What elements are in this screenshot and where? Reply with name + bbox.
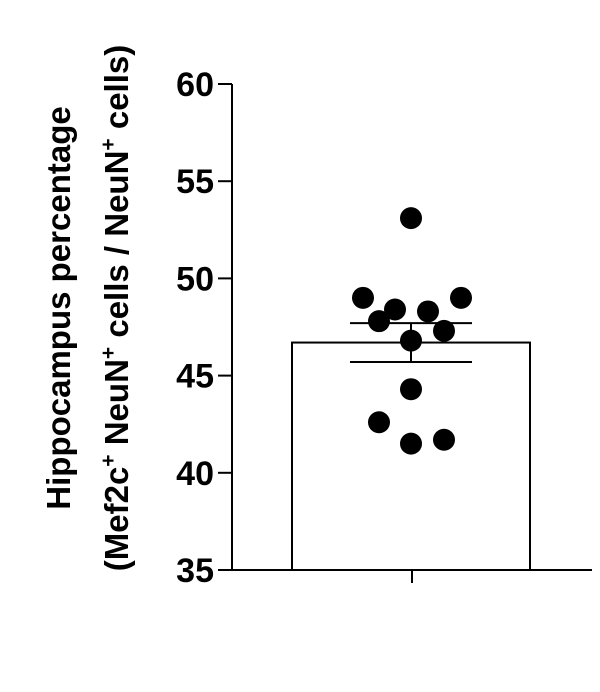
- data-point: [417, 300, 439, 323]
- y-tick-label-35: 35: [176, 552, 214, 590]
- data-point: [400, 207, 422, 230]
- y-tick-label-45: 45: [176, 358, 214, 396]
- data-point: [400, 378, 422, 401]
- data-point: [433, 428, 455, 451]
- data-point: [368, 411, 390, 434]
- y-tick-label-50: 50: [176, 260, 214, 298]
- data-point: [384, 298, 406, 321]
- y-axis-title-line1: Hippocampus percentage: [40, 106, 77, 509]
- data-point: [433, 319, 455, 342]
- y-axis-title-line2: (Mef2c+ NeuN+ cells / NeuN+ cells): [97, 45, 135, 571]
- data-point: [368, 310, 390, 333]
- bar-mean: [291, 341, 531, 571]
- bars: [291, 341, 531, 571]
- y-tick-label-55: 55: [176, 163, 214, 201]
- y-tick-label-60: 60: [176, 66, 214, 104]
- y-axis-title: Hippocampus percentage (Mef2c+ NeuN+ cel…: [40, 45, 135, 571]
- data-point: [400, 329, 422, 352]
- y-tick-label-40: 40: [176, 455, 214, 493]
- y-ticks: 35 40 45 50 55 60: [176, 66, 232, 590]
- data-point: [352, 286, 374, 309]
- data-point: [450, 286, 472, 309]
- data-points: [352, 207, 472, 455]
- data-point: [400, 432, 422, 455]
